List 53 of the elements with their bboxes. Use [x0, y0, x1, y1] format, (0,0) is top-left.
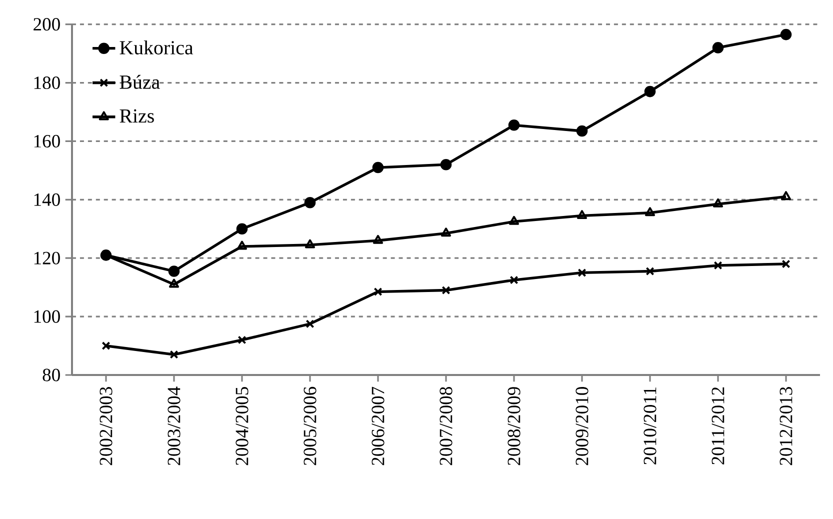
legend-label: Rizs	[120, 109, 154, 123]
point	[712, 42, 724, 54]
x-tick-label: 2007/2008	[440, 387, 452, 466]
x-tick-label: 2008/2009	[508, 387, 520, 466]
y-tick-label: 120	[34, 252, 60, 264]
y-tick-label: 100	[34, 310, 60, 323]
point	[440, 228, 452, 237]
x-tick-label: 2011/2012	[712, 387, 724, 464]
y-tick-label: 160	[34, 134, 60, 148]
point	[578, 268, 586, 278]
point	[236, 223, 248, 235]
point	[714, 261, 722, 270]
point	[238, 336, 246, 344]
point	[168, 278, 180, 288]
point	[510, 276, 518, 284]
point	[304, 239, 316, 248]
point	[304, 196, 316, 208]
point	[782, 260, 790, 268]
point	[712, 198, 724, 208]
point	[100, 250, 112, 261]
point	[508, 119, 520, 131]
x-tick-label: 2012/2013	[780, 387, 792, 466]
point	[780, 191, 792, 200]
x-tick-label: 2005/2006	[304, 386, 316, 466]
point	[644, 86, 656, 98]
point	[442, 286, 450, 295]
x-tick-label: 2002/2003	[100, 387, 112, 466]
point	[780, 28, 792, 40]
point	[236, 240, 248, 250]
point	[372, 162, 384, 174]
y-tick-label: 80	[42, 368, 60, 382]
point	[576, 125, 588, 137]
x-tick-label: 2010/2011	[644, 387, 656, 464]
x-tick-label: 2006/2007	[372, 386, 384, 466]
point	[576, 210, 588, 220]
y-tick-label: 140	[34, 193, 60, 206]
point	[372, 234, 384, 244]
y-tick-label: 200	[34, 18, 60, 31]
x-tick-label: 2003/2004	[168, 386, 180, 466]
point	[646, 266, 654, 276]
point	[170, 350, 178, 359]
point	[102, 341, 110, 350]
point	[508, 216, 520, 225]
x-tick-label: 2004/2005	[236, 387, 248, 466]
point	[644, 207, 656, 216]
legend-label: Búza	[120, 74, 160, 89]
legend-label: Kukorica	[120, 40, 194, 54]
point	[440, 158, 452, 170]
point	[168, 266, 180, 277]
x-tick-label: 2009/2010	[576, 387, 588, 466]
point	[306, 320, 314, 328]
y-tick-label: 180	[34, 76, 60, 90]
point	[374, 287, 382, 296]
